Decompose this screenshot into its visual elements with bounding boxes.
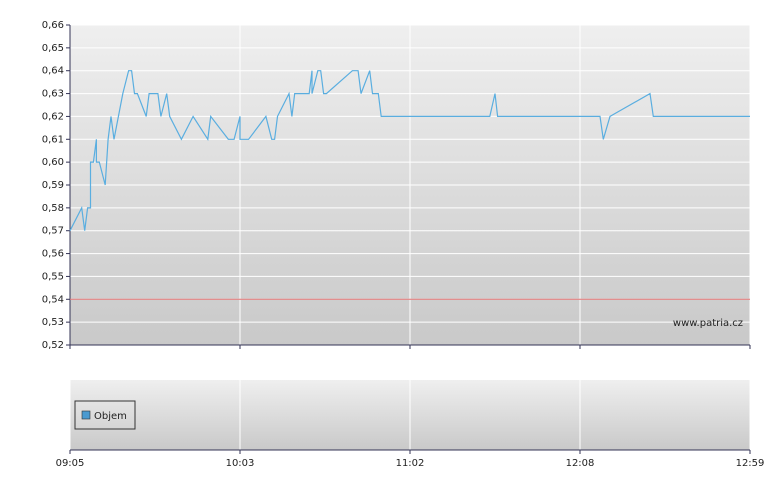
y-tick-label: 0,61 [42,134,64,145]
price-line [69,70,750,231]
x-tick-label: 11:02 [396,458,425,469]
x-tick-label: 12:59 [736,458,765,469]
y-tick-label: 0,66 [42,20,64,31]
watermark: www.patria.cz [673,318,743,329]
y-tick-label: 0,52 [42,340,64,351]
y-tick-label: 0,54 [42,294,64,305]
y-tick-label: 0,59 [42,180,64,191]
x-tick-label: 12:08 [566,458,595,469]
x-tick-label: 10:03 [226,458,255,469]
legend-label: Objem [94,411,127,422]
y-tick-label: 0,60 [42,157,64,168]
y-tick-label: 0,53 [42,317,64,328]
legend-box [74,400,136,430]
y-tick-label: 0,57 [42,226,64,237]
y-tick-label: 0,55 [42,271,64,282]
x-tick-label: 09:05 [56,458,85,469]
y-tick-label: 0,65 [42,43,64,54]
y-tick-label: 0,62 [42,111,64,122]
y-tick-label: 0,63 [42,89,64,100]
legend-swatch [81,410,91,420]
y-tick-label: 0,64 [42,66,64,77]
y-tick-label: 0,58 [42,203,64,214]
y-tick-label: 0,56 [42,249,64,260]
